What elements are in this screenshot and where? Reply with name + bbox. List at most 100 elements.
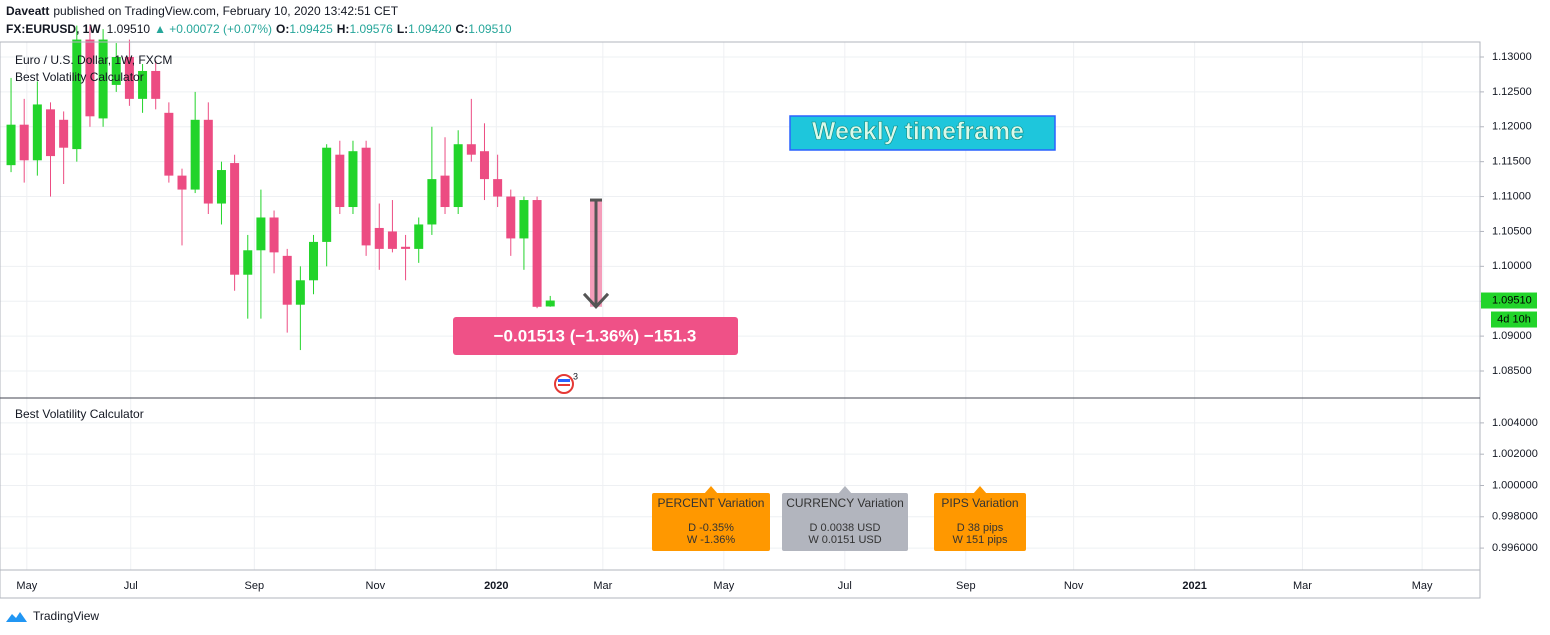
x-tick-label: Jul: [838, 580, 852, 592]
brand: TradingView: [33, 609, 99, 623]
ohlc-value: 1.09576: [349, 22, 393, 36]
y-tick-label: 1.09000: [1492, 330, 1532, 342]
annotation-box: [789, 115, 1056, 151]
x-tick-label: Mar: [1293, 580, 1312, 592]
chart-subtitle: Best Volatility Calculator: [15, 70, 144, 84]
candle-body: [374, 227, 384, 249]
symbol-line: FX:EURUSD, 1W 1.09510 ▲ +0.00072 (+0.07%) O…: [6, 22, 512, 36]
candle-body: [203, 119, 213, 204]
x-tick-label: May: [1412, 580, 1433, 592]
tooltip-line: D 38 pips: [957, 522, 1004, 534]
candle-body: [506, 196, 516, 239]
candle-body: [138, 70, 148, 99]
annotation: Weekly timeframe: [812, 118, 1024, 146]
candle-body: [532, 200, 542, 307]
candle-body: [32, 104, 42, 161]
countdown-badge: [1491, 311, 1537, 328]
y-tick-label: 0.998000: [1492, 511, 1538, 523]
candle-body: [98, 39, 108, 119]
candle-body: [177, 175, 187, 190]
y-tick-label: 1.000000: [1492, 479, 1538, 491]
tooltip-title: PIPS Variation: [941, 496, 1018, 510]
candle-body: [124, 57, 134, 99]
ohlc-label: C:: [456, 22, 469, 36]
x-tick-label: 2021: [1182, 580, 1206, 592]
flag-stripe: [558, 384, 570, 386]
x-tick-label: Mar: [593, 580, 612, 592]
y-tick-label: 1.004000: [1492, 417, 1538, 429]
candles: [6, 25, 555, 351]
countdown: 4d 10h: [1497, 313, 1531, 325]
candle-body: [59, 119, 69, 148]
y-tick-label: 1.12500: [1492, 86, 1532, 98]
candle-body: [361, 147, 371, 246]
y-tick-label: 1.13000: [1492, 51, 1532, 63]
chart-background: [0, 42, 1550, 598]
author: Daveatt: [6, 4, 49, 18]
y-tick-label: 0.996000: [1492, 542, 1538, 554]
y-tick-label: 1.11000: [1492, 190, 1531, 202]
candle-body: [85, 39, 95, 117]
measure-label: −0.01513 (−1.36%) −151.3: [494, 326, 697, 345]
last-price-label: 1.09510: [1492, 294, 1532, 306]
candle-body: [414, 224, 424, 249]
tooltip-title: PERCENT Variation: [658, 496, 765, 510]
tooltip-pointer: [973, 486, 987, 494]
x-tick-label: May: [713, 580, 734, 592]
candle-body: [243, 250, 253, 275]
candle-body: [545, 300, 555, 307]
candle-body: [151, 70, 161, 99]
y-tick-label: 1.10500: [1492, 225, 1532, 237]
ohlc-value: 1.09425: [289, 22, 333, 36]
published: published on TradingView.com, February 1…: [53, 4, 398, 18]
pane-border: [0, 41, 1481, 599]
candle-body: [493, 179, 503, 197]
y-tick-label: 1.12000: [1492, 121, 1532, 133]
candle-body: [519, 200, 529, 239]
candle-body: [164, 112, 174, 176]
x-tick-label: May: [16, 580, 37, 592]
candle-body: [401, 246, 411, 249]
measure-box: [453, 317, 738, 355]
footer: TradingView: [6, 609, 99, 623]
candle-body: [295, 280, 305, 305]
tooltip-box: [934, 493, 1026, 551]
logo: [6, 612, 27, 622]
candle-body: [335, 154, 345, 208]
candle-body: [479, 151, 489, 180]
tooltip-box: [782, 493, 908, 551]
y-tick-label: 1.11500: [1492, 156, 1531, 168]
candle-body: [19, 124, 29, 161]
x-tick-label: Sep: [956, 580, 976, 592]
candle-body: [216, 170, 226, 204]
y-tick-label: 1.002000: [1492, 448, 1538, 460]
tooltip-line: W 0.0151 USD: [808, 534, 881, 546]
ohlc-label: H:: [337, 22, 350, 36]
tooltip-box: [652, 493, 770, 551]
candle-body: [348, 151, 358, 208]
y-tick-label: 1.10000: [1492, 260, 1532, 272]
tooltip-line: D 0.0038 USD: [810, 522, 881, 534]
candle-body: [269, 217, 279, 253]
x-tick-label: 2020: [484, 580, 508, 592]
y-tick-label: 1.08500: [1492, 365, 1532, 377]
tooltip-line: D -0.35%: [688, 522, 734, 534]
x-tick-label: Nov: [366, 580, 386, 592]
ohlc-value: 1.09510: [468, 22, 512, 36]
measure-head: [582, 292, 610, 310]
candle-body: [282, 255, 292, 305]
candle-body: [387, 231, 397, 249]
candle-body: [72, 39, 82, 150]
candle-body: [256, 217, 266, 251]
tooltip-pointer: [704, 486, 718, 494]
events-icon: 3: [554, 371, 578, 394]
candle-body: [111, 57, 121, 85]
candle-body: [427, 179, 437, 225]
x-tick-label: Jul: [124, 580, 138, 592]
candle-body: [190, 119, 200, 190]
events-badge: 3: [573, 371, 578, 381]
symbol: FX:EURUSD, 1W: [6, 22, 101, 36]
x-tick-label: Nov: [1064, 580, 1084, 592]
indicator-title: Best Volatility Calculator: [15, 407, 144, 421]
ohlc-label: L:: [397, 22, 408, 36]
